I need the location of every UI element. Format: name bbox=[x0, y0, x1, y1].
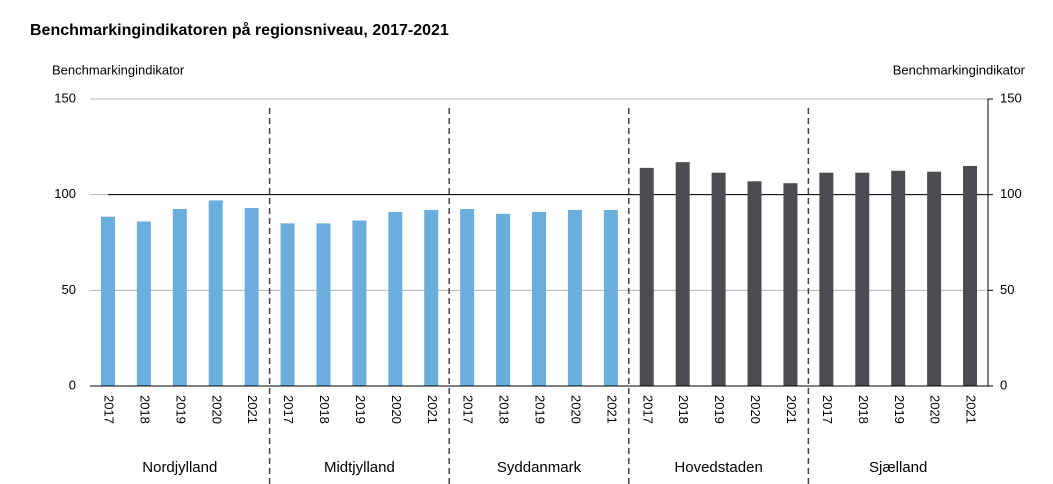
x-tick-label: 2019 bbox=[353, 395, 368, 424]
bar bbox=[747, 181, 762, 386]
y-axis-label: Benchmarkingindikator bbox=[52, 62, 185, 77]
y2-tick-label: 50 bbox=[1000, 282, 1014, 297]
bar bbox=[424, 209, 439, 386]
x-tick-label: 2021 bbox=[425, 395, 440, 424]
bar bbox=[388, 211, 403, 386]
x-tick-label: 2018 bbox=[676, 395, 691, 424]
bar bbox=[603, 209, 618, 386]
y-tick-label: 150 bbox=[54, 90, 76, 105]
x-tick-label: 2017 bbox=[461, 395, 476, 424]
y-tick-label: 50 bbox=[62, 282, 76, 297]
bar bbox=[172, 209, 187, 386]
y2-tick-label: 100 bbox=[1000, 186, 1022, 201]
y2-tick-label: 0 bbox=[1000, 377, 1007, 392]
bar bbox=[244, 208, 259, 386]
bar bbox=[819, 172, 834, 386]
group-label: Hovedstaden bbox=[674, 459, 762, 476]
x-tick-label: 2019 bbox=[712, 395, 727, 424]
x-tick-label: 2019 bbox=[892, 395, 907, 424]
bar bbox=[855, 172, 870, 386]
x-tick-label: 2017 bbox=[640, 395, 655, 424]
y-tick-label: 100 bbox=[54, 186, 76, 201]
bar bbox=[496, 213, 511, 386]
x-tick-label: 2018 bbox=[856, 395, 871, 424]
x-tick-label: 2021 bbox=[784, 395, 799, 424]
group-label: Nordjylland bbox=[142, 459, 217, 476]
x-tick-label: 2021 bbox=[604, 395, 619, 424]
x-tick-label: 2020 bbox=[748, 395, 763, 424]
x-tick-label: 2017 bbox=[820, 395, 835, 424]
bar bbox=[567, 209, 582, 386]
chart-title: Benchmarkingindikatoren på regionsniveau… bbox=[30, 21, 449, 39]
group-label: Midtjylland bbox=[324, 459, 395, 476]
bar bbox=[280, 223, 295, 386]
bar bbox=[891, 170, 906, 386]
bar bbox=[927, 171, 942, 386]
bar bbox=[675, 162, 690, 386]
x-tick-label: 2018 bbox=[137, 395, 152, 424]
x-tick-label: 2021 bbox=[245, 395, 260, 424]
y2-axis-label: Benchmarkingindikator bbox=[893, 62, 1026, 77]
bar bbox=[460, 209, 475, 386]
bar bbox=[208, 200, 223, 386]
bar bbox=[100, 216, 115, 386]
x-tick-label: 2021 bbox=[964, 395, 979, 424]
group-label: Syddanmark bbox=[497, 459, 582, 476]
x-tick-label: 2017 bbox=[102, 395, 117, 424]
x-tick-label: 2020 bbox=[209, 395, 224, 424]
x-tick-label: 2019 bbox=[533, 395, 548, 424]
y2-tick-label: 150 bbox=[1000, 90, 1022, 105]
x-tick-label: 2018 bbox=[497, 395, 512, 424]
x-tick-label: 2020 bbox=[389, 395, 404, 424]
bar bbox=[711, 172, 726, 386]
y-tick-label: 0 bbox=[69, 377, 76, 392]
bar bbox=[352, 220, 367, 386]
x-tick-label: 2020 bbox=[928, 395, 943, 424]
bar bbox=[532, 211, 546, 386]
x-tick-label: 2017 bbox=[281, 395, 296, 424]
group-label: Sjælland bbox=[869, 459, 927, 476]
bar bbox=[136, 221, 151, 386]
bar bbox=[783, 183, 798, 386]
x-tick-label: 2020 bbox=[568, 395, 583, 424]
x-tick-label: 2018 bbox=[317, 395, 332, 424]
bar bbox=[639, 167, 654, 386]
x-tick-label: 2019 bbox=[173, 395, 188, 424]
bar bbox=[316, 223, 331, 386]
bar bbox=[963, 165, 978, 386]
